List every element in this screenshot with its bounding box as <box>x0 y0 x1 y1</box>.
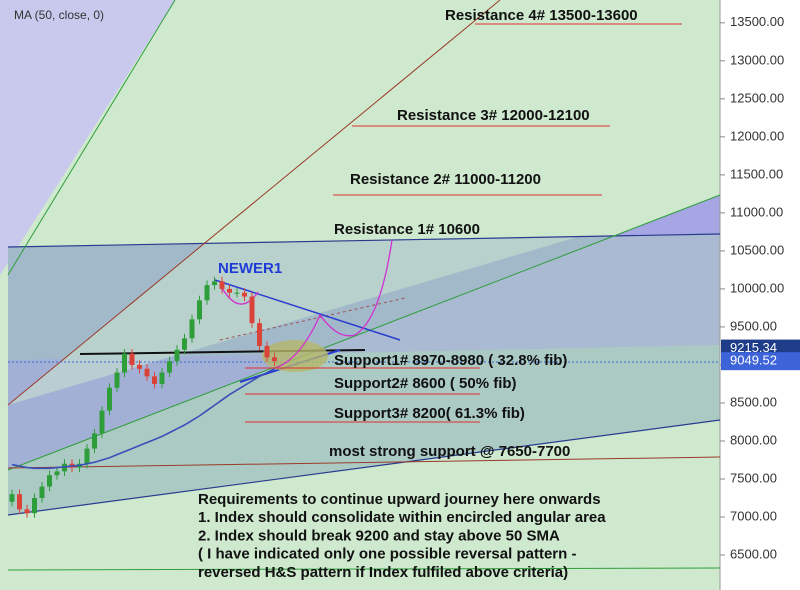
annotation: Support3# 8200( 61.3% fib) <box>334 405 525 422</box>
candle-body <box>219 281 225 289</box>
candle-body <box>17 494 22 510</box>
candle-body <box>204 285 210 301</box>
ma-line <box>11 368 275 470</box>
annotation: Resistance 2# 11000-11200 <box>350 171 541 188</box>
y-tick-label: 8000.00 <box>730 432 777 447</box>
candle-body <box>54 471 60 476</box>
candle-body <box>174 349 180 362</box>
price-axis <box>720 0 800 590</box>
annotation: Support1# 8970-8980 ( 32.8% fib) <box>334 352 567 369</box>
trend-line <box>7 456 721 469</box>
candle-body <box>152 376 157 384</box>
y-tick-label: 11500.00 <box>730 166 783 181</box>
drawings <box>7 0 721 571</box>
candle-body <box>212 281 217 286</box>
candle-body <box>32 498 37 514</box>
series <box>9 276 277 518</box>
candle-body <box>47 475 52 487</box>
price-label: 9049.52 <box>730 353 777 368</box>
candle-body <box>24 509 30 514</box>
y-tick-label: 7000.00 <box>730 508 777 523</box>
trend-line <box>7 194 721 471</box>
candle-body <box>167 361 172 373</box>
y-tick-label: 10000.00 <box>730 280 784 295</box>
y-tick-label: 12500.00 <box>730 90 784 105</box>
y-tick-label: 12000.00 <box>730 128 784 143</box>
candle-body <box>84 448 90 464</box>
candle-body <box>114 372 120 388</box>
trend-line <box>7 419 721 516</box>
fan-zone <box>8 0 720 405</box>
trend-line <box>214 279 401 341</box>
trend-line <box>7 0 176 276</box>
candle-body <box>182 338 187 350</box>
trend-line <box>7 233 721 248</box>
annotation: NEWER1 <box>218 260 282 277</box>
y-tick-label: 13500.00 <box>730 14 784 29</box>
y-tick-label: 8500.00 <box>730 394 777 409</box>
annotation: Resistance 3# 12000-12100 <box>397 107 590 124</box>
projection-path <box>221 239 393 369</box>
candle-body <box>99 410 105 434</box>
requirement-line: 2. Index should break 9200 and stay abov… <box>198 527 560 544</box>
candle-body <box>227 288 232 293</box>
candle-body <box>234 292 240 294</box>
candle-body <box>189 319 195 339</box>
candle-body <box>197 300 202 320</box>
candle-body <box>249 296 255 324</box>
annotation: Resistance 1# 10600 <box>334 221 480 238</box>
consolidation-zone <box>262 340 328 372</box>
candle-body <box>242 292 247 297</box>
annotation: Support2# 8600 ( 50% fib) <box>334 375 517 392</box>
annotation: Resistance 4# 13500-13600 <box>445 7 638 24</box>
y-tick-label: 13000.00 <box>730 52 784 67</box>
requirement-line: 1. Index should consolidate within encir… <box>198 509 606 526</box>
candle-body <box>144 368 150 377</box>
candle-body <box>129 353 135 365</box>
y-tick-label: 11000.00 <box>730 204 783 219</box>
candle-body <box>39 486 45 499</box>
candle-body <box>107 387 112 411</box>
price-label-box <box>721 352 800 371</box>
candle-body <box>159 372 165 384</box>
y-tick-label: 7500.00 <box>730 470 777 485</box>
legend-label: MA (50, close, 0) <box>14 8 104 22</box>
candle-body <box>122 353 127 373</box>
requirement-line: reversed H&S pattern if Index fulfiled a… <box>198 564 568 581</box>
price-label: 9215.34 <box>730 340 777 355</box>
annotation: most strong support @ 7650-7700 <box>329 443 570 460</box>
y-tick-label: 10500.00 <box>730 242 784 257</box>
candle-body <box>264 345 270 358</box>
fan-zone <box>0 0 175 275</box>
y-tick-label: 9500.00 <box>730 318 777 333</box>
trend-line <box>219 297 406 341</box>
trend-line <box>7 0 501 406</box>
y-tick-label: 6500.00 <box>730 546 777 561</box>
candle-body <box>92 433 97 449</box>
requirement-line: ( I have indicated only one possible rev… <box>198 546 576 563</box>
requirement-line: Requirements to continue upward journey … <box>198 491 601 508</box>
trend-line <box>7 567 721 571</box>
candle-body <box>9 494 15 502</box>
candle-body <box>257 323 262 346</box>
requirements: Requirements to continue upward journey … <box>198 491 606 581</box>
candle-body <box>272 357 277 362</box>
candle-body <box>137 364 142 369</box>
